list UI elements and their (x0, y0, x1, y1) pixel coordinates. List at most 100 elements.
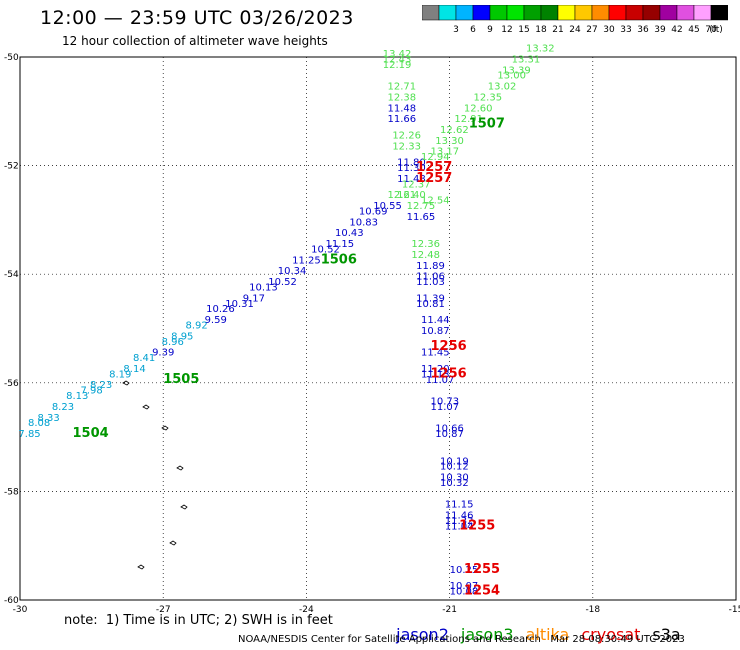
pass-time-label: 1256 (431, 339, 467, 354)
wave-height-label: 11.48 (388, 103, 417, 114)
wave-height-label: 12.62 (440, 125, 469, 136)
wave-height-label: 11.20 (421, 364, 450, 375)
satellite-jason3: jason3 (460, 625, 514, 644)
wave-height-label: 10.52 (311, 244, 340, 255)
wave-height-label: 12.60 (464, 103, 493, 114)
wave-height-label: 13.17 (431, 147, 460, 158)
wave-height-label: 9.39 (152, 348, 174, 359)
wave-height-label: 12.40 (397, 190, 426, 201)
note-text: note: 1) Time is in UTC; 2) SWH is in fe… (64, 613, 333, 628)
wave-height-label: 12.61 (388, 190, 417, 201)
wave-height-label: 13.02 (488, 82, 517, 93)
wave-height-label: 11.07 (426, 375, 455, 386)
wave-height-label: 11.39 (416, 293, 445, 304)
wave-height-label: 11.03 (416, 277, 445, 288)
wave-height-label: 11.66 (388, 114, 417, 125)
satellite-jason2: jason2 (396, 625, 449, 644)
legend-label: 42 (671, 25, 682, 35)
legend-label: 39 (654, 25, 666, 35)
island-outline (137, 564, 145, 570)
wave-height-label: 12.71 (388, 82, 417, 93)
wave-height-label: 8.92 (185, 321, 207, 332)
page-title: 12:00 — 23:59 UTC 03/26/2023 (40, 7, 354, 29)
wave-height-label: 11.48 (397, 174, 426, 185)
map-frame (19, 56, 737, 601)
wave-height-label: 10.19 (440, 456, 469, 467)
wave-height-label: 10.32 (440, 478, 469, 489)
wave-height-label: 11.25 (292, 255, 321, 266)
wave-height-label: 13.31 (512, 54, 541, 65)
wave-height-label: 13.39 (502, 65, 531, 76)
pass-time-label: 1506 (321, 252, 357, 267)
wave-height-label: 9.17 (243, 293, 265, 304)
wave-height-label: 11.89 (416, 261, 445, 272)
lat-tick-label: -50 (4, 53, 19, 63)
wave-height-label: 10.25 (450, 565, 479, 576)
wave-height-label: 13.42 (383, 49, 412, 60)
wave-height-label: 10.81 (416, 299, 445, 310)
wave-height-label: 10.73 (431, 397, 460, 408)
wave-height-label: 10.87 (421, 326, 450, 337)
pass-time-label: 1504 (73, 426, 109, 441)
wave-height-label: 10.26 (206, 304, 235, 315)
wave-height-label: 10.13 (249, 282, 278, 293)
wave-height-label: 9.59 (205, 315, 227, 326)
wave-height-label: 12.33 (392, 141, 421, 152)
island-outline (161, 425, 169, 431)
wave-height-label: 11.32 (445, 516, 474, 527)
wave-height-label: 10.69 (359, 206, 388, 217)
lat-tick-label: -58 (4, 487, 19, 497)
island-outline (180, 504, 188, 510)
wave-height-label: 8.14 (123, 364, 145, 375)
lat-tick-label: -56 (4, 379, 19, 389)
wave-height-label: 10.55 (373, 201, 402, 212)
wave-height-label: 12.48 (411, 250, 440, 261)
satellite-key: jason2 jason3 altika cryosat s3a (386, 606, 693, 644)
wave-height-label: 8.19 (109, 369, 131, 380)
wave-height-label: 8.23 (52, 402, 74, 413)
wave-height-label: 10.87 (435, 429, 464, 440)
wave-height-label: 11.46 (445, 511, 474, 522)
wave-height-label: 11.44 (421, 315, 450, 326)
legend-label: 12 (501, 25, 512, 35)
wave-height-label: 12.43 (383, 54, 412, 65)
legend-label: 30 (603, 25, 615, 35)
wave-height-label: 10.66 (435, 424, 464, 435)
legend-label: 24 (569, 25, 581, 35)
legend-label: 45 (688, 25, 699, 35)
legend-label: 18 (535, 25, 547, 35)
pass-time-label: 1507 (469, 117, 505, 132)
wave-height-label: 7.85 (18, 429, 40, 440)
wave-height-label: 12.38 (388, 92, 417, 103)
satellite-altika: altika (525, 625, 570, 644)
pass-time-label: 1255 (464, 562, 500, 577)
pass-time-label: 1257 (416, 171, 452, 186)
island-outline (169, 540, 177, 546)
pass-time-label: 1505 (163, 372, 199, 387)
wave-height-label: 10.12 (440, 462, 469, 473)
wave-height-label: 10.30 (440, 473, 469, 484)
wave-height-label: 8.23 (90, 380, 112, 391)
wave-height-label: 12.37 (402, 179, 431, 190)
legend-swatch (710, 5, 728, 21)
wave-height-label: 13.00 (497, 71, 526, 82)
wave-height-label: 10.08 (450, 587, 479, 598)
legend-label: 27 (586, 25, 597, 35)
island-outline (176, 465, 184, 471)
wave-height-label: 12.91 (454, 114, 483, 125)
wave-height-label: 12.35 (473, 92, 502, 103)
wave-height-label: 13.30 (435, 136, 464, 147)
legend-label: 6 (470, 25, 476, 35)
wave-height-label: 11.13 (421, 369, 450, 380)
wave-height-label: 11.80 (397, 158, 426, 169)
wave-height-label: 11.15 (445, 500, 474, 511)
wave-height-label: 12.36 (411, 239, 440, 250)
island-outline (142, 404, 150, 410)
wave-height-label: 11.15 (325, 239, 354, 250)
satellite-cryosat: cryosat (581, 625, 641, 644)
wave-height-label: 11.65 (407, 212, 436, 223)
pass-time-label: 1255 (459, 518, 495, 533)
lon-tick-label: -18 (585, 605, 600, 615)
island-outline (122, 380, 130, 386)
